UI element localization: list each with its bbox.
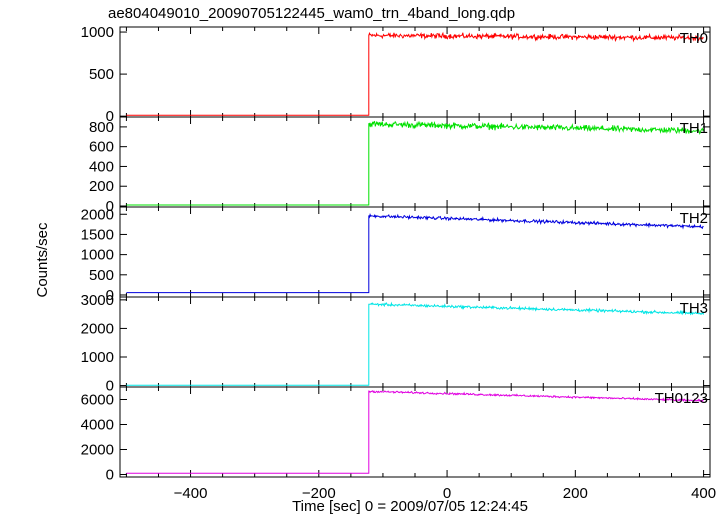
series-line-th0: [126, 31, 704, 116]
series-label-th0123: TH0123: [655, 390, 708, 407]
x-axis-label: Time [sec] 0 = 2009/07/05 12:24:45: [292, 498, 528, 515]
series-label-th2: TH2: [680, 210, 708, 227]
panel-th1: 0 200 400 600 800 TH1: [89, 116, 711, 215]
y-tick-label: 600: [89, 139, 114, 156]
x-tick-label: −400: [174, 485, 208, 502]
x-tick-label: 200: [563, 485, 588, 502]
panel-frame: [119, 386, 711, 478]
panel-th3: 0 1000 2000 3000 TH3: [81, 292, 711, 395]
y-tick-label: 500: [89, 66, 114, 83]
series-line-th1: [126, 120, 704, 206]
panel-frame: [119, 116, 711, 208]
panel-frame: [119, 206, 711, 298]
series-label-th3: TH3: [680, 300, 708, 317]
x-tick-label: 400: [691, 485, 716, 502]
series-line-th2: [126, 213, 704, 294]
y-tick-label: 1500: [81, 226, 114, 243]
panel-frame: [119, 296, 711, 388]
y-tick-label: 2000: [81, 442, 114, 459]
panel-th0123: 0 2000 4000 6000 TH0123: [81, 386, 711, 484]
x-tick-label: −200: [302, 485, 336, 502]
series-line-th3: [126, 301, 705, 386]
x-tick-label: 0: [443, 485, 451, 502]
y-tick-label: 4000: [81, 417, 114, 434]
series-label-th1: TH1: [680, 120, 708, 137]
y-tick-label: 0: [106, 378, 114, 395]
series-line-th0123: [126, 390, 704, 474]
y-axis-label: Counts/sec: [34, 222, 51, 298]
panels-layer: 0 500 1000 TH0 0 200 400 600 800 TH1 0 500 1000 1500 2…: [81, 24, 711, 484]
panel-th2: 0 500 1000 1500 2000 TH2: [81, 206, 711, 304]
panel-th0: 0 500 1000 TH0: [81, 24, 711, 125]
y-tick-label: 0: [106, 108, 114, 125]
y-tick-label: 3000: [81, 292, 114, 309]
series-label-th0: TH0: [680, 30, 708, 47]
y-tick-label: 400: [89, 158, 114, 175]
y-tick-label: 2000: [81, 320, 114, 337]
y-tick-label: 1000: [81, 24, 114, 41]
y-tick-label: 2000: [81, 206, 114, 223]
y-tick-label: 0: [106, 467, 114, 484]
y-tick-label: 200: [89, 178, 114, 195]
y-tick-label: 1000: [81, 247, 114, 264]
panel-frame: [119, 26, 711, 118]
y-tick-label: 0: [106, 198, 114, 215]
x-axis-ticks: −400 −200 0 200 400: [174, 485, 716, 502]
y-tick-label: 500: [89, 267, 114, 284]
y-tick-label: 800: [89, 119, 114, 136]
y-tick-label: 6000: [81, 392, 114, 409]
chart-title: ae804049010_20090705122445_wam0_trn_4ban…: [108, 5, 515, 22]
y-tick-label: 0: [106, 287, 114, 304]
y-tick-label: 1000: [81, 349, 114, 366]
